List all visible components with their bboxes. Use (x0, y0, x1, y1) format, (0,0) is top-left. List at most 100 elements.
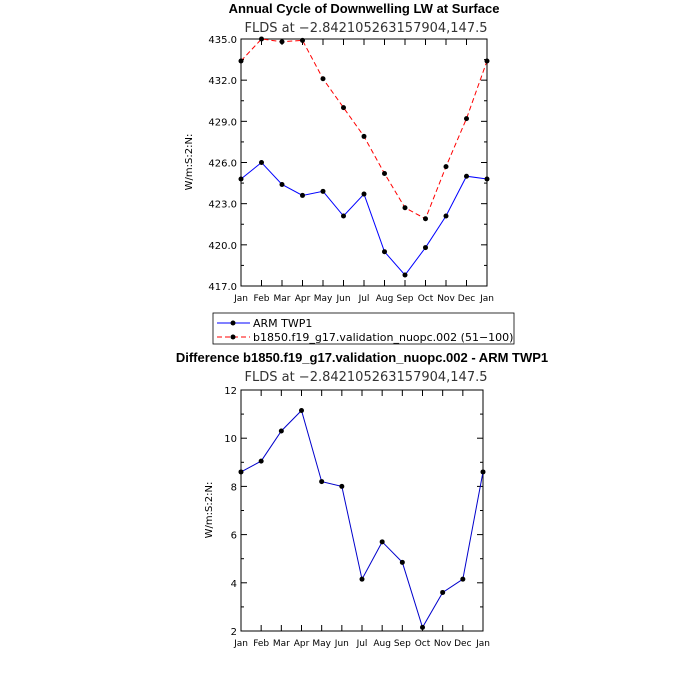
top-chart-title: Annual Cycle of Downwelling LW at Surfac… (229, 1, 500, 16)
bottom-y-tick-label: 4 (231, 579, 237, 590)
top-series-1-point (402, 205, 408, 211)
top-series-group (238, 36, 490, 278)
legend-marker-model (230, 334, 236, 340)
bottom-y-tick-label: 10 (224, 434, 237, 445)
top-axes: 417.0 420.0 423.0 426.0 429.0 432.0 435.0 Jan Fe… (208, 35, 494, 304)
bottom-x-tick-label: Mar (273, 639, 290, 649)
bottom-panel: Difference b1850.f19_g17.validation_nuop… (176, 350, 548, 649)
bottom-y-tick-label: 2 (231, 627, 237, 638)
bottom-x-tick-label: Oct (415, 639, 431, 649)
top-series-1-point (443, 164, 449, 170)
top-y-tick-label: 420.0 (208, 241, 237, 252)
top-x-tick-label: Apr (295, 294, 311, 304)
top-x-tick-label: Feb (254, 294, 270, 304)
bottom-series-0-point (420, 624, 425, 630)
bottom-x-tick-label: Dec (454, 639, 471, 649)
bottom-y-tick-label: 12 (224, 386, 237, 397)
bottom-x-tick-label: Nov (434, 639, 452, 649)
bottom-series-0-point (460, 576, 466, 582)
top-series-1-point (361, 133, 367, 139)
top-series-1-point (300, 37, 305, 43)
legend-marker-arm (230, 320, 236, 326)
top-series-0-point (361, 191, 367, 197)
bottom-y-tick-label: 8 (231, 482, 237, 493)
bottom-x-tick-label: Apr (294, 639, 310, 649)
top-series-1-point (382, 170, 387, 176)
bottom-x-tick-label: Aug (373, 639, 391, 649)
bottom-series-0-point (299, 407, 304, 413)
top-series-0-point (423, 245, 428, 251)
top-series-1-point (320, 76, 326, 82)
bottom-x-tick-label: Jan (475, 639, 490, 649)
top-series-1-point (279, 39, 285, 45)
bottom-series-0-point (339, 483, 345, 489)
top-panel: Annual Cycle of Downwelling LW at Surfac… (184, 1, 515, 345)
top-y-tick-label: 435.0 (208, 35, 237, 46)
top-x-tick-label: Mar (274, 294, 291, 304)
top-series-0-point (320, 188, 326, 194)
bottom-y-tick-label: 6 (231, 531, 237, 542)
bottom-x-tick-label: Jun (334, 639, 349, 649)
top-series-1-point (238, 58, 244, 64)
bottom-series-0-point (238, 469, 244, 475)
top-series-0-point (402, 272, 408, 278)
top-series-1-point (484, 58, 490, 64)
bottom-x-tick-label: Sep (394, 639, 411, 649)
bottom-x-tick-label: Feb (253, 639, 269, 649)
bottom-plot-frame (240, 389, 484, 632)
top-series-1-point (464, 116, 469, 122)
top-x-tick-label: May (314, 294, 333, 304)
bottom-x-tick-label: Jan (233, 639, 248, 649)
top-x-tick-label: Sep (397, 294, 414, 304)
top-series-0-point (382, 249, 387, 255)
top-series-0-point (300, 192, 305, 198)
bottom-series-0-point (258, 458, 264, 464)
top-x-tick-label: Jan (479, 294, 494, 304)
top-plot-frame (240, 38, 488, 287)
top-y-tick-label: 426.0 (208, 159, 237, 170)
top-y-axis-label: W/m:S:2:N: (184, 134, 195, 191)
top-series-1-point (259, 36, 264, 42)
top-y-tick-label: 432.0 (208, 76, 237, 87)
bottom-series-0-point (440, 589, 446, 595)
bottom-series-0-point (480, 469, 486, 475)
top-x-tick-label: Dec (458, 294, 475, 304)
bottom-series-0-point (399, 559, 405, 565)
top-x-tick-label: Nov (437, 294, 455, 304)
top-series-1-point (423, 216, 428, 222)
top-x-tick-label: Jun (335, 294, 350, 304)
top-series-0-point (279, 181, 285, 187)
top-x-tick-label: Aug (376, 294, 394, 304)
top-series-0-point (259, 160, 264, 165)
bottom-series-0-point (379, 539, 385, 545)
top-y-tick-label: 423.0 (208, 200, 237, 211)
top-y-tick-label: 417.0 (208, 282, 237, 293)
bottom-series-0-point (359, 576, 365, 582)
top-series-0-point (484, 176, 490, 182)
bottom-series-group (238, 407, 486, 630)
top-series-0-point (443, 213, 449, 219)
bottom-series-0-point (278, 428, 284, 434)
bottom-x-tick-label: May (312, 639, 331, 649)
bottom-series-0-point (319, 479, 325, 485)
legend: ARM TWP1 b1850.f19_g17.validation_nuopc.… (212, 312, 515, 345)
bottom-axes: 2 4 6 8 10 12 Jan Feb Mar Apr May Jun Jul Aug Sep Oct No… (224, 386, 490, 649)
top-series-0-point (464, 173, 469, 179)
bottom-series-line-0 (240, 409, 484, 629)
legend-label-model: b1850.f19_g17.validation_nuopc.002 (51−1… (253, 331, 513, 344)
top-x-tick-label: Oct (418, 294, 434, 304)
top-series-1-point (341, 105, 346, 111)
top-series-0-point (341, 213, 346, 219)
top-x-tick-label: Jan (233, 294, 248, 304)
bottom-chart-subtitle: FLDS at −2.842105263157904,147.5 (244, 370, 487, 385)
top-series-0-point (238, 176, 244, 182)
bottom-chart-title: Difference b1850.f19_g17.validation_nuop… (176, 350, 548, 365)
top-series-line-0 (240, 161, 488, 276)
legend-label-arm: ARM TWP1 (253, 317, 312, 330)
legend-box (212, 312, 515, 345)
bottom-y-axis-label: W/m:S:2:N: (204, 482, 215, 539)
top-x-tick-label: Jul (358, 294, 370, 304)
bottom-x-tick-label: Jul (356, 639, 368, 649)
top-chart-subtitle: FLDS at −2.842105263157904,147.5 (244, 21, 487, 36)
